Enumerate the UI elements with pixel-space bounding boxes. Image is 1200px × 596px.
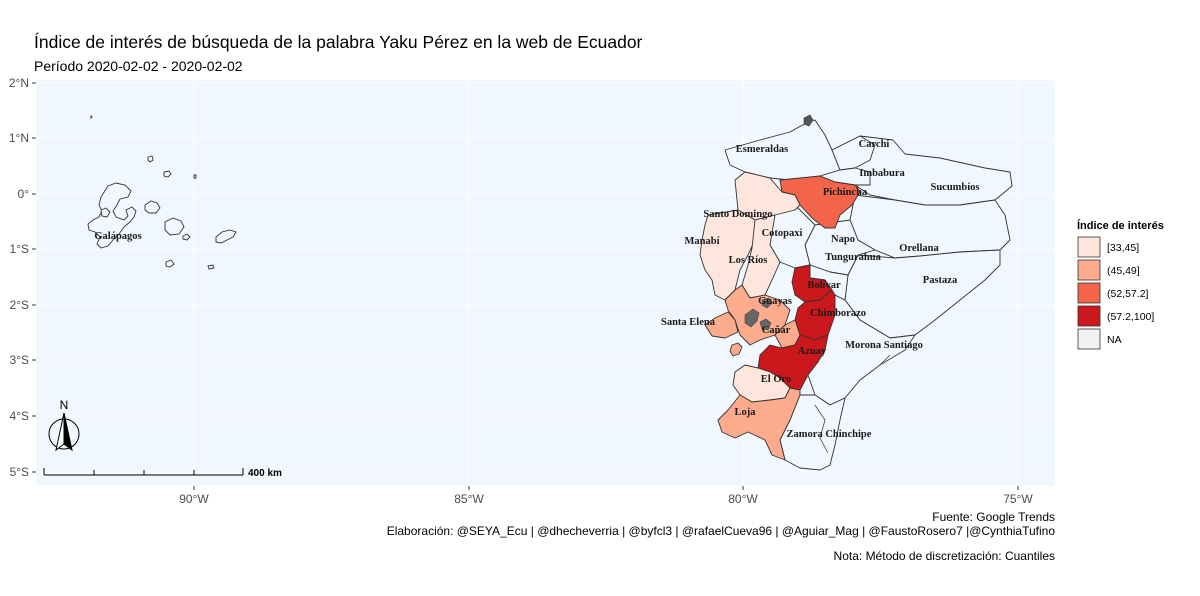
caption-authors: Elaboración: @SEYA_Ecu | @dhecheverria |… bbox=[386, 524, 1055, 538]
legend-key bbox=[1077, 259, 1101, 281]
x-tick-label: 80°W bbox=[728, 492, 758, 506]
x-tick-label: 85°W bbox=[454, 492, 484, 506]
province-label-manabi: Manabí bbox=[684, 236, 720, 247]
island bbox=[147, 155, 154, 163]
island bbox=[87, 182, 137, 249]
island bbox=[164, 217, 185, 236]
internal-boundaries bbox=[814, 354, 891, 454]
province-label-galapagos: Galápagos bbox=[94, 231, 141, 242]
boundary-line bbox=[879, 354, 891, 366]
y-tick-label: 1°N bbox=[9, 131, 29, 145]
province-label-cotopaxi: Cotopaxi bbox=[762, 228, 803, 239]
island bbox=[100, 207, 111, 218]
province-loja[interactable] bbox=[717, 387, 801, 461]
legend: Índice de interés [33,45] (45,49] (52,57.2… bbox=[1077, 219, 1164, 350]
y-tick-label: 2°S bbox=[10, 298, 29, 312]
island bbox=[207, 264, 215, 270]
y-tick-label: 0° bbox=[18, 187, 30, 201]
province-label-santa-elena: Santa Elena bbox=[661, 317, 716, 328]
gray-feature bbox=[761, 297, 773, 309]
province-label-canar: Cañar bbox=[762, 325, 791, 336]
scale-bar-label: 400 km bbox=[248, 468, 282, 479]
province-label-tungurahua: Tungurahua bbox=[825, 252, 881, 263]
y-axis: 2°N 1°N 0° 1°S 2°S 3°S 4°S 5°S bbox=[9, 76, 36, 479]
legend-label: (52,57.2] bbox=[1107, 288, 1149, 300]
province-label-el-oro: El Oro bbox=[761, 374, 791, 385]
y-tick-label: 3°S bbox=[10, 353, 29, 367]
legend-key bbox=[1077, 282, 1101, 304]
north-arrow-label: N bbox=[60, 398, 69, 412]
island bbox=[182, 233, 191, 241]
legend-key bbox=[1077, 236, 1101, 258]
legend-key bbox=[1077, 328, 1101, 350]
island bbox=[163, 170, 172, 178]
island bbox=[165, 259, 175, 268]
province-label-loja: Loja bbox=[735, 407, 757, 418]
north-arrow: N bbox=[48, 398, 80, 452]
province-label-pastaza: Pastaza bbox=[923, 275, 958, 286]
y-tick-label: 1°S bbox=[10, 242, 29, 256]
province-label-pichincha: Pichincha bbox=[823, 187, 868, 198]
island bbox=[144, 200, 161, 214]
province-label-bolivar: Bolívar bbox=[807, 280, 841, 291]
province-labels: Esmeraldas Carchi Imbabura Sucumbíos Pic… bbox=[661, 139, 980, 440]
map-title: Índice de interés de búsqueda de la pala… bbox=[34, 32, 643, 52]
provinces-mainland bbox=[699, 114, 1013, 471]
y-tick-label: 5°S bbox=[10, 465, 29, 479]
boundary-line bbox=[814, 404, 829, 454]
island bbox=[90, 114, 93, 120]
caption-source: Fuente: Google Trends bbox=[932, 510, 1055, 524]
x-tick-label: 75°W bbox=[1003, 492, 1033, 506]
province-label-chimborazo: Chimborazo bbox=[810, 308, 866, 319]
x-tick-label: 90°W bbox=[179, 492, 209, 506]
province-label-orellana: Orellana bbox=[899, 243, 939, 254]
gray-feature bbox=[744, 308, 760, 328]
legend-title: Índice de interés bbox=[1077, 219, 1164, 232]
island bbox=[215, 229, 237, 244]
province-label-santo-domingo: Santo Domingo bbox=[703, 209, 772, 220]
y-tick-label: 4°S bbox=[10, 409, 29, 423]
legend-label: NA bbox=[1107, 334, 1122, 346]
province-label-los-rios: Los Ríos bbox=[729, 255, 768, 266]
gray-feature bbox=[803, 114, 814, 127]
province-santa-elena[interactable] bbox=[704, 311, 739, 339]
island bbox=[193, 174, 197, 179]
map-subtitle: Período 2020-02-02 - 2020-02-02 bbox=[34, 58, 243, 74]
north-arrow-right bbox=[63, 412, 73, 452]
province-label-azuay: Azuay bbox=[798, 346, 827, 357]
province-label-esmeraldas: Esmeraldas bbox=[736, 144, 789, 155]
province-label-napo: Napo bbox=[831, 234, 855, 245]
province-sucumbios[interactable] bbox=[831, 135, 1013, 206]
legend-key bbox=[1077, 305, 1101, 327]
legend-label: (57.2,100] bbox=[1107, 311, 1154, 323]
province-label-carchi: Carchi bbox=[859, 139, 890, 150]
gray-feature bbox=[759, 318, 772, 331]
legend-label: (45,49] bbox=[1107, 265, 1140, 277]
legend-label: [33,45] bbox=[1107, 242, 1139, 254]
province-label-morona-santiago: Morona Santiago bbox=[845, 340, 923, 351]
province-label-zamora-chinchipe: Zamora Chinchipe bbox=[787, 429, 872, 440]
province-guayas[interactable] bbox=[729, 342, 743, 357]
legend-items: [33,45] (45,49] (52,57.2] (57.2,100] NA bbox=[1077, 236, 1154, 350]
scale-bar: 400 km bbox=[43, 468, 282, 479]
province-label-guayas: Guayas bbox=[758, 296, 792, 307]
x-axis: 90°W 85°W 80°W 75°W bbox=[179, 486, 1033, 506]
province-label-imbabura: Imbabura bbox=[859, 168, 905, 179]
caption-note: Nota: Método de discretización: Cuantile… bbox=[833, 549, 1055, 563]
y-tick-label: 2°N bbox=[9, 76, 29, 90]
province-label-sucumbios: Sucumbíos bbox=[930, 182, 979, 193]
province-galapagos[interactable] bbox=[87, 114, 237, 270]
